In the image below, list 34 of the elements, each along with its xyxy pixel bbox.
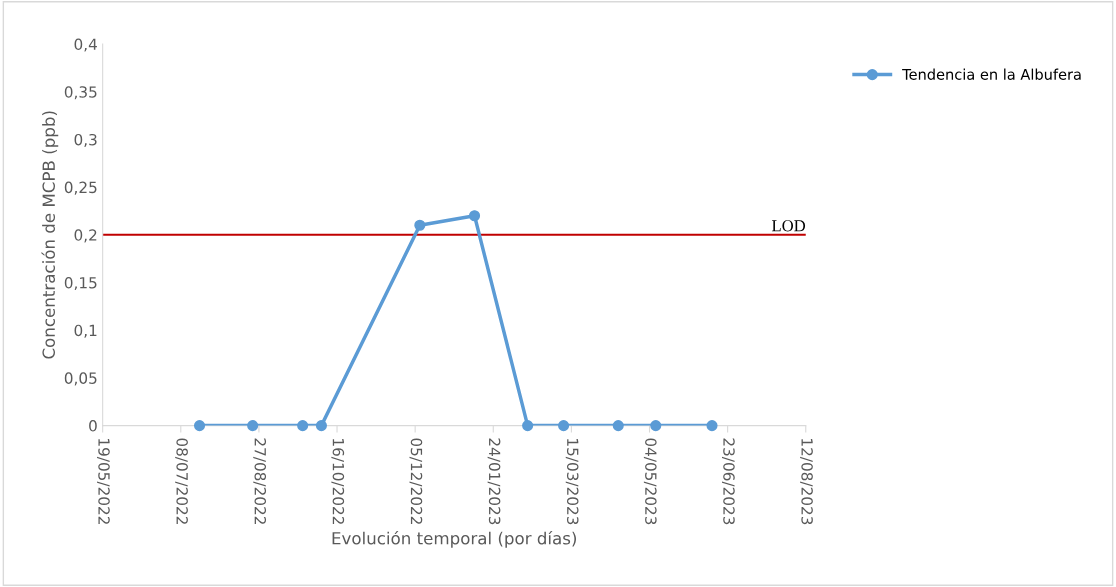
x-tick-label: 27/08/2022 bbox=[253, 438, 267, 524]
x-tick-label: 24/01/2023 bbox=[487, 438, 501, 525]
y-tick-label: 0 bbox=[89, 420, 97, 432]
point bbox=[247, 420, 259, 432]
point bbox=[297, 420, 309, 432]
x-tick-label: 15/03/2023 bbox=[565, 439, 579, 525]
ref-line-label: LOD bbox=[771, 220, 806, 232]
x-tick-label: 05/12/2022 bbox=[409, 438, 423, 524]
point bbox=[650, 420, 662, 432]
y-tick-label: 0,2 bbox=[74, 229, 97, 243]
y-tick-label: 0,1 bbox=[74, 324, 97, 338]
y-tick-label: 0,25 bbox=[64, 181, 97, 195]
y-axis-title: Concentración de MCPB (ppb) bbox=[41, 111, 59, 359]
x-tick-label: 08/07/2022 bbox=[175, 438, 188, 524]
x-tick-label: 23/06/2023 bbox=[722, 438, 735, 525]
x-tick-label: 04/05/2023 bbox=[643, 438, 657, 525]
point bbox=[315, 420, 327, 432]
x-tick-label: 12/08/2023 bbox=[800, 439, 813, 525]
x-tick-label: 19/05/2022 bbox=[97, 439, 110, 524]
point bbox=[706, 420, 718, 432]
x-axis-title: Evolución temporal (por días) bbox=[332, 530, 577, 548]
point bbox=[468, 210, 481, 222]
x-tick-label: 16/10/2022 bbox=[331, 439, 345, 524]
point bbox=[612, 420, 624, 432]
y-tick-label: 0,4 bbox=[74, 38, 97, 52]
point bbox=[414, 219, 426, 231]
legend-label: Tendencia en la Albufera bbox=[902, 68, 1081, 80]
y-tick-label: 0,3 bbox=[74, 133, 97, 147]
y-tick-label: 0,05 bbox=[64, 372, 97, 386]
point bbox=[522, 420, 534, 432]
point bbox=[558, 420, 570, 432]
point bbox=[193, 420, 206, 432]
y-tick-label: 0,35 bbox=[64, 86, 97, 100]
y-tick-label: 0,15 bbox=[64, 276, 97, 291]
